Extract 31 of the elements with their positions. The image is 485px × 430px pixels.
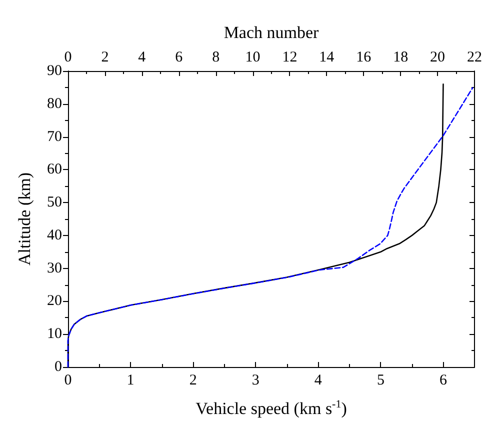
x-tick-label: 3	[252, 372, 260, 388]
y-tick-label: 30	[47, 260, 62, 276]
x-tick-label: 4	[314, 372, 322, 388]
x-tick-label: 1	[126, 372, 134, 388]
x-tick-label: 5	[376, 372, 384, 388]
y-tick-label: 20	[47, 293, 62, 310]
x-tick-label: 2	[189, 372, 197, 388]
x2-tick-label: 0	[64, 50, 72, 66]
y-tick-label: 10	[47, 326, 62, 342]
y-tick-label: 0	[54, 359, 62, 375]
x-tick-label: 6	[439, 372, 448, 388]
y-tick-label: 90	[47, 63, 62, 79]
x2-tick-label: 6	[175, 50, 184, 66]
x2-tick-label: 18	[393, 50, 408, 66]
y-tick-label: 80	[47, 96, 62, 112]
y-tick-label: 70	[47, 128, 62, 145]
x2-tick-label: 20	[430, 50, 446, 66]
y-tick-label: 40	[47, 227, 62, 244]
x2-axis-title: Mach number	[224, 23, 320, 42]
x2-tick-label: 2	[101, 50, 109, 66]
x2-tick-label: 16	[356, 50, 372, 66]
x2-tick-label: 10	[245, 50, 260, 66]
y-tick-label: 50	[47, 194, 62, 211]
y-axis-title: Altitude (km)	[15, 172, 34, 266]
x-tick-label: 0	[64, 372, 72, 388]
x2-tick-label: 22	[467, 50, 482, 66]
x2-tick-label: 8	[212, 50, 220, 66]
x2-tick-label: 12	[282, 50, 298, 66]
x2-tick-label: 4	[138, 50, 146, 66]
x2-tick-label: 14	[319, 50, 335, 66]
y-tick-label: 60	[47, 162, 62, 178]
